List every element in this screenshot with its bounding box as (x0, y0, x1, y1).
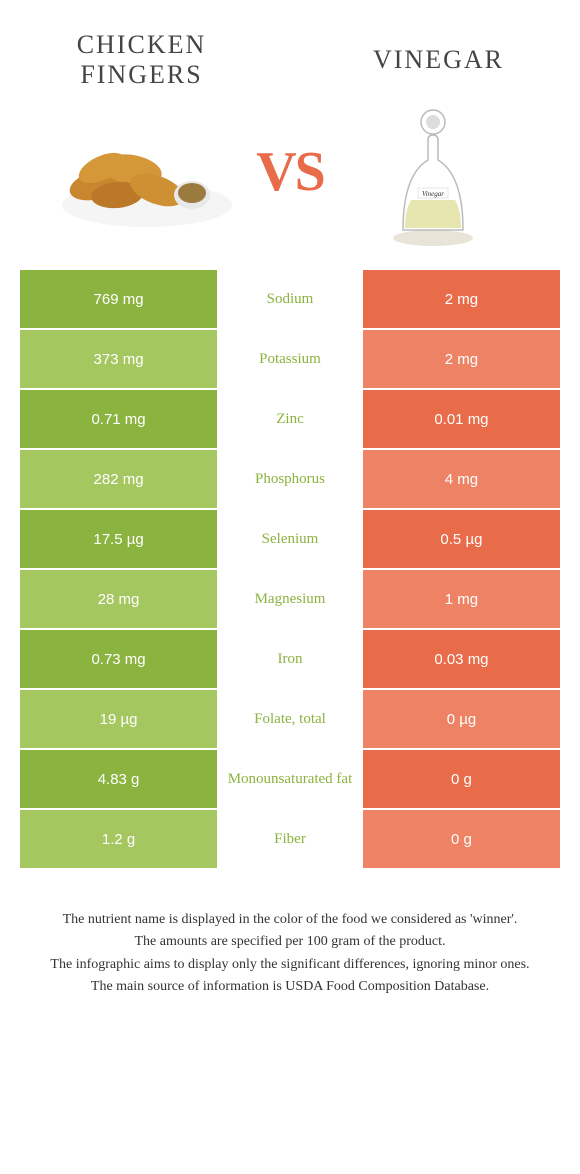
right-value: 0.5 µg (363, 510, 560, 568)
left-value: 4.83 g (20, 750, 217, 808)
left-value: 17.5 µg (20, 510, 217, 568)
left-value: 0.71 mg (20, 390, 217, 448)
footer-notes: The nutrient name is displayed in the co… (0, 870, 580, 1079)
left-value: 1.2 g (20, 810, 217, 868)
nutrient-name: Selenium (217, 510, 363, 568)
right-value: 1 mg (363, 570, 560, 628)
table-row: 282 mgPhosphorus4 mg (20, 450, 560, 508)
nutrient-name: Monounsaturated fat (217, 750, 363, 808)
right-value: 0 µg (363, 690, 560, 748)
footer-line: The amounts are specified per 100 gram o… (30, 932, 550, 952)
left-value: 282 mg (20, 450, 217, 508)
comparison-table: 769 mgSodium2 mg373 mgPotassium2 mg0.71 … (0, 270, 580, 868)
left-title: CHICKEN FINGERS (20, 30, 263, 90)
right-value: 0 g (363, 750, 560, 808)
chicken-fingers-image (30, 120, 264, 230)
svg-text:Vinegar: Vinegar (422, 190, 444, 198)
nutrient-name: Zinc (217, 390, 363, 448)
left-value: 373 mg (20, 330, 217, 388)
table-row: 4.83 gMonounsaturated fat0 g (20, 750, 560, 808)
table-row: 0.73 mgIron0.03 mg (20, 630, 560, 688)
right-value: 0.01 mg (363, 390, 560, 448)
nutrient-name: Iron (217, 630, 363, 688)
right-value: 2 mg (363, 270, 560, 328)
footer-line: The main source of information is USDA F… (30, 977, 550, 997)
table-row: 17.5 µgSelenium0.5 µg (20, 510, 560, 568)
vs-badge: VS (256, 140, 324, 204)
table-row: 769 mgSodium2 mg (20, 270, 560, 328)
table-row: 373 mgPotassium2 mg (20, 330, 560, 388)
images-row: VS Vinegar (0, 110, 580, 270)
nutrient-name: Fiber (217, 810, 363, 868)
header: CHICKEN FINGERS VINEGAR (0, 0, 580, 110)
vinegar-image: Vinegar (316, 100, 550, 250)
left-value: 769 mg (20, 270, 217, 328)
right-value: 0 g (363, 810, 560, 868)
footer-line: The nutrient name is displayed in the co… (30, 910, 550, 930)
left-value: 28 mg (20, 570, 217, 628)
table-row: 28 mgMagnesium1 mg (20, 570, 560, 628)
left-value: 0.73 mg (20, 630, 217, 688)
table-row: 0.71 mgZinc0.01 mg (20, 390, 560, 448)
nutrient-name: Folate, total (217, 690, 363, 748)
table-row: 1.2 gFiber0 g (20, 810, 560, 868)
nutrient-name: Magnesium (217, 570, 363, 628)
right-title: VINEGAR (317, 45, 560, 75)
nutrient-name: Sodium (217, 270, 363, 328)
footer-line: The infographic aims to display only the… (30, 955, 550, 975)
nutrient-name: Phosphorus (217, 450, 363, 508)
right-value: 2 mg (363, 330, 560, 388)
left-value: 19 µg (20, 690, 217, 748)
nutrient-name: Potassium (217, 330, 363, 388)
right-value: 0.03 mg (363, 630, 560, 688)
table-row: 19 µgFolate, total0 µg (20, 690, 560, 748)
right-value: 4 mg (363, 450, 560, 508)
